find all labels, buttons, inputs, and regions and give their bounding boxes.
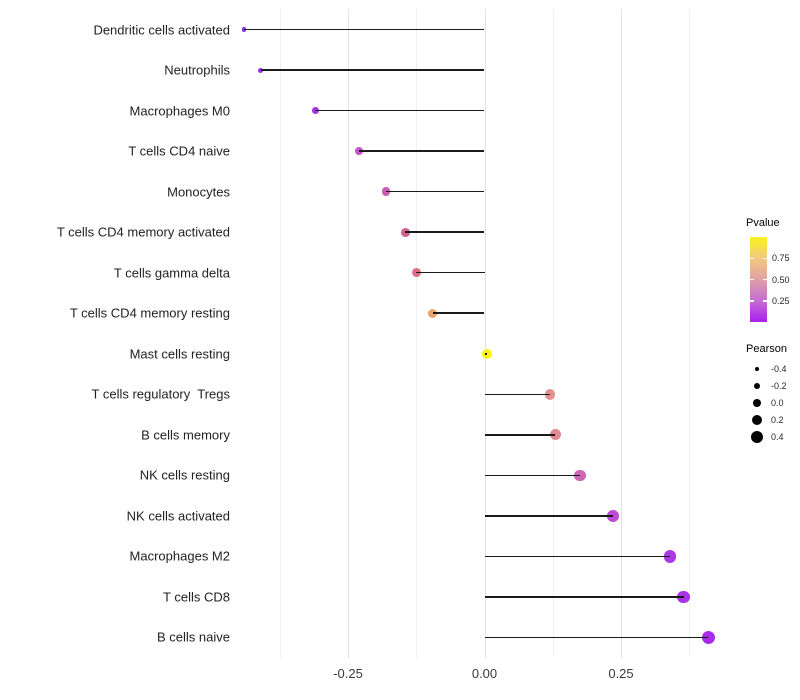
y-axis-label: Monocytes [167, 184, 230, 200]
y-axis-label: Mast cells resting [129, 346, 230, 362]
lollipop-dot [482, 348, 493, 359]
lollipop-segment [484, 353, 488, 355]
pvalue-colorbar-tick-mark [750, 300, 754, 302]
pvalue-colorbar-tick-mark [763, 278, 767, 281]
pearson-legend-dot [753, 382, 761, 390]
x-axis-tick-label: 0.00 [471, 666, 498, 681]
lollipop-dot [400, 227, 410, 237]
y-axis-label: T cells CD4 naive [128, 143, 230, 159]
pearson-legend-label: 0.4 [771, 432, 784, 442]
x-axis-tick-label: 0.25 [608, 666, 634, 681]
pvalue-colorbar [750, 237, 767, 322]
y-axis-label: Dendritic cells activated [93, 22, 230, 37]
lollipop-segment [484, 434, 556, 436]
lollipop-dot [701, 630, 715, 644]
lollipop-segment [484, 596, 684, 598]
lollipop-dot [428, 308, 438, 318]
pvalue-colorbar-tick-label: 0.25 [772, 295, 790, 306]
pearson-legend-label: 0.2 [771, 415, 784, 425]
lollipop-segment [260, 69, 485, 71]
lollipop-segment [484, 555, 671, 558]
y-axis-label: B cells naive [157, 629, 230, 645]
lollipop-dot [549, 429, 561, 441]
pearson-legend-dot [754, 366, 760, 372]
lollipop-segment [405, 231, 485, 233]
y-axis-label: Macrophages M2 [129, 548, 230, 564]
pearson-legend-label: -0.2 [771, 381, 787, 391]
lollipop-dot [606, 509, 619, 522]
lollipop-segment [244, 28, 485, 31]
gridline-minor [552, 9, 554, 658]
lollipop-segment [416, 271, 485, 274]
lollipop-segment [484, 636, 709, 639]
gridline-minor [416, 9, 418, 658]
pvalue-colorbar-tick-mark [750, 257, 754, 259]
y-axis-label: T cells CD8 [163, 589, 230, 605]
lollipop-segment [484, 474, 581, 477]
pvalue-colorbar-tick-label: 0.75 [772, 253, 790, 264]
x-axis-tick-label: -0.25 [333, 666, 363, 681]
gridline-major [621, 9, 622, 658]
y-axis-label: T cells CD4 memory resting [69, 305, 230, 321]
pearson-legend-dot [752, 398, 762, 408]
gridline-major [484, 9, 486, 658]
y-axis-label: NK cells resting [139, 467, 230, 483]
gridline-minor [689, 9, 691, 658]
pvalue-colorbar-tick-label: 0.50 [772, 274, 790, 285]
pvalue-legend-title: Pvalue [746, 217, 780, 229]
y-axis-label: T cells CD4 memory activated [56, 224, 230, 240]
pearson-legend-title: Pearson [746, 343, 787, 355]
y-axis-label: Neutrophils [164, 62, 230, 78]
y-axis-label: B cells memory [141, 427, 230, 443]
pvalue-colorbar-tick-mark [763, 257, 767, 259]
y-axis-label: NK cells activated [126, 508, 230, 524]
y-axis-label: T cells gamma delta [113, 265, 230, 281]
lollipop-segment [484, 515, 613, 517]
lollipop-segment [358, 150, 485, 152]
gridline-major [348, 9, 349, 658]
lollipop-dot [411, 268, 421, 278]
pvalue-colorbar-tick-mark [750, 278, 754, 281]
lollipop-dot [663, 550, 677, 563]
lollipop-segment [315, 109, 485, 112]
pearson-legend-label: 0.0 [771, 398, 784, 408]
lollipop-dot [382, 187, 391, 196]
pearson-legend-dot [751, 414, 763, 426]
y-axis-label: T cells regulatory Tregs [91, 386, 230, 402]
lollipop-segment [386, 190, 485, 193]
pvalue-colorbar-tick-mark [763, 300, 767, 302]
lollipop-segment [484, 393, 551, 396]
lollipop-dot [677, 590, 691, 604]
y-axis-label: Macrophages M0 [129, 103, 230, 119]
pearson-legend-dot [751, 431, 763, 443]
lollipop-segment [432, 312, 485, 314]
gridline-minor [279, 9, 281, 658]
pearson-legend-label: -0.4 [771, 364, 787, 374]
